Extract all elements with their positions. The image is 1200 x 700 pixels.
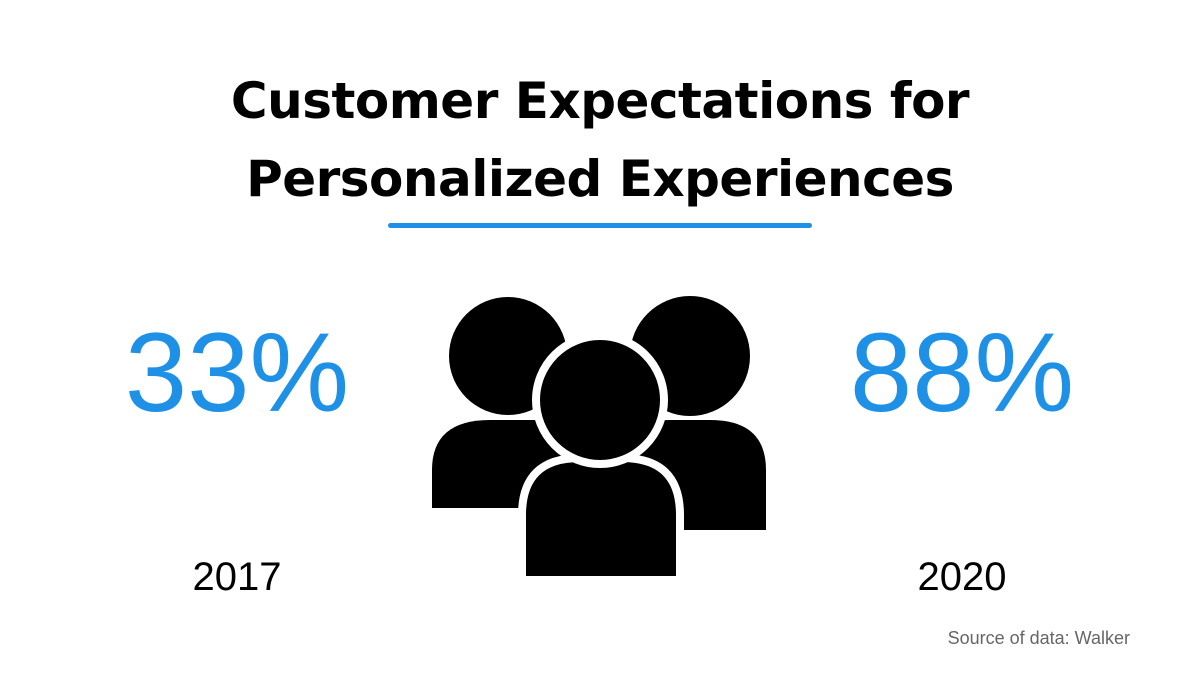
title-underline: [388, 223, 812, 228]
person-head: [532, 332, 668, 468]
stat-value: 88%: [849, 310, 1075, 435]
stat-value: 33%: [124, 310, 350, 435]
stat-year: 2020: [917, 555, 1007, 599]
title-line: Personalized Experiences: [246, 150, 954, 208]
source-note: Source of data: Walker: [947, 628, 1130, 648]
title-line: Customer Expectations for: [230, 72, 970, 130]
person-body: [518, 454, 684, 584]
stat-year: 2017: [192, 555, 282, 599]
